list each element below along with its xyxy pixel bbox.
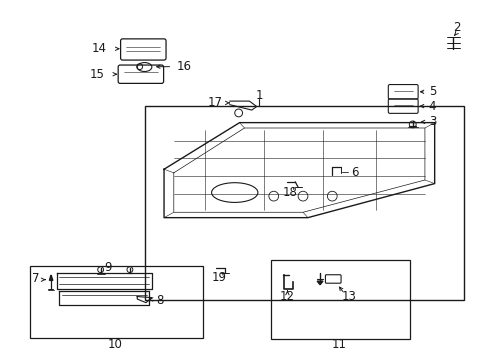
Bar: [271, 260, 409, 338]
Text: 9: 9: [104, 261, 112, 274]
Text: 2: 2: [452, 21, 459, 34]
Text: 11: 11: [331, 338, 346, 351]
Text: 7: 7: [32, 272, 40, 285]
Text: 19: 19: [211, 271, 226, 284]
Text: 1: 1: [255, 89, 263, 102]
Text: 14: 14: [92, 42, 107, 55]
Text: 12: 12: [279, 290, 294, 303]
Text: 5: 5: [428, 85, 435, 98]
Text: 3: 3: [428, 116, 435, 129]
Text: 6: 6: [350, 166, 358, 179]
Text: 10: 10: [108, 338, 122, 351]
Bar: [30, 266, 203, 338]
Text: 17: 17: [207, 96, 222, 109]
Text: 8: 8: [157, 294, 164, 307]
Bar: [144, 107, 463, 300]
Text: 18: 18: [282, 186, 297, 199]
Text: 16: 16: [176, 60, 191, 73]
Polygon shape: [317, 281, 323, 285]
Text: 13: 13: [341, 290, 356, 303]
Text: 15: 15: [89, 68, 104, 81]
Polygon shape: [49, 275, 53, 280]
Text: 4: 4: [428, 100, 435, 113]
